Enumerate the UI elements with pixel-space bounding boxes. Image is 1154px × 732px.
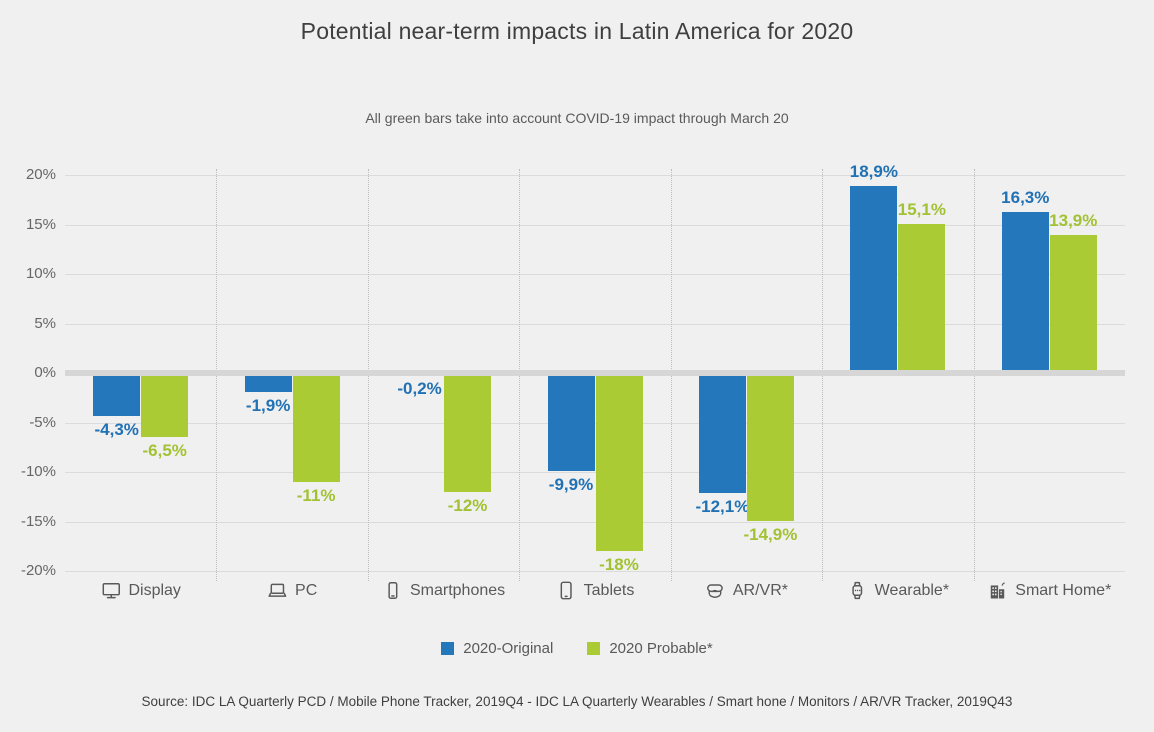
- bar-wearable-2020-probable[interactable]: [898, 223, 946, 373]
- gridline: [65, 422, 1125, 424]
- bar-display-2020-probable[interactable]: [141, 373, 189, 438]
- bar-value-label-display-2020-probable: -6,5%: [142, 441, 187, 461]
- legend-swatch: [587, 642, 601, 655]
- bar-smart-home-2020-probable[interactable]: [1049, 235, 1097, 373]
- category-label-text: PC: [295, 581, 318, 599]
- bar-ar-vr-2020-original[interactable]: [698, 373, 746, 493]
- bar-value-label-ar-vr-2020-probable: -14,9%: [743, 524, 798, 544]
- category-label-text: Smartphones: [409, 581, 506, 599]
- chart-title: Potential near-term impacts in Latin Ame…: [300, 18, 854, 44]
- y-tick-label: -10%: [20, 463, 56, 480]
- bar-value-label-wearable-2020-original: 18,9%: [849, 161, 898, 181]
- y-tick-label: 10%: [25, 265, 56, 282]
- gridline: [65, 571, 1125, 572]
- category-label-text: AR/VR*: [732, 581, 788, 599]
- category-label-text: Wearable*: [874, 581, 950, 599]
- y-tick-label: 0%: [34, 364, 56, 381]
- category-label-wearable: Wearable*: [847, 580, 949, 601]
- bar-display-2020-original[interactable]: [93, 373, 141, 416]
- y-tick-label: 5%: [34, 314, 56, 332]
- bar-tablets-2020-original[interactable]: [547, 373, 595, 471]
- bar-pc-2020-probable[interactable]: [292, 373, 340, 482]
- source-note: Source: IDC LA Quarterly PCD / Mobile Ph…: [141, 694, 1013, 709]
- bar-value-label-tablets-2020-original: -9,9%: [548, 475, 594, 494]
- legend-item-2020-probable[interactable]: 2020 Probable*: [587, 640, 713, 657]
- bar-smart-home-2020-original[interactable]: [1001, 211, 1049, 373]
- bar-value-label-ar-vr-2020-original: -12,1%: [695, 496, 750, 516]
- y-axis: 20% 15% 10% 5% 0% -5% -10% -15% -20%: [0, 166, 56, 579]
- bar-wearable-2020-original[interactable]: [850, 185, 898, 373]
- legend-swatch: [441, 642, 455, 655]
- pc-icon: [267, 580, 288, 601]
- legend-item-2020-original[interactable]: 2020-Original: [441, 640, 553, 657]
- category-label-smart-home: Smart Home*: [987, 580, 1111, 601]
- legend-label: 2020-Original: [463, 640, 554, 657]
- y-tick-label: -5%: [29, 413, 56, 431]
- category-label-text: Tablets: [583, 581, 635, 599]
- bar-ar-vr-2020-probable[interactable]: [746, 373, 794, 521]
- wearable-icon: [847, 580, 868, 601]
- bar-pc-2020-original[interactable]: [244, 373, 292, 392]
- bar-tablets-2020-probable[interactable]: [595, 373, 643, 552]
- legend-label: 2020 Probable*: [609, 640, 713, 657]
- gridline: [65, 175, 1125, 176]
- x-axis-labels: Display PC Smartphones Tablets AR/VR* Wearabl…: [65, 580, 1125, 608]
- tablet-icon: [556, 580, 577, 601]
- y-tick-label: 20%: [25, 166, 56, 183]
- arvr-icon: [705, 580, 726, 601]
- y-tick-label: -15%: [20, 512, 56, 530]
- gridline: [65, 274, 1125, 275]
- category-label-display: Display: [100, 580, 181, 601]
- y-tick-label: -20%: [20, 562, 56, 579]
- bar-value-label-smartphones-2020-probable: -12%: [447, 495, 488, 515]
- plot-area: -4,3% -1,9% -0,2% -9,9% -12,1% 18,9% 16,3% -6,5…: [65, 162, 1125, 581]
- bar-value-label-pc-2020-probable: -11%: [296, 485, 336, 505]
- bar-value-label-wearable-2020-probable: 15,1%: [897, 199, 946, 219]
- zero-axis-line: [65, 370, 1125, 376]
- bar-value-label-display-2020-original: -4,3%: [94, 419, 139, 439]
- gridline: [65, 224, 1125, 226]
- legend: 2020-Original 2020 Probable*: [0, 640, 1154, 657]
- smartphone-icon: [382, 580, 403, 601]
- bar-value-label-smartphones-2020-original: -0,2%: [397, 378, 442, 398]
- chart-subtitle: All green bars take into account COVID-1…: [365, 110, 789, 126]
- category-label-tablets: Tablets: [556, 580, 635, 601]
- bar-value-label-smart-home-2020-original: 16,3%: [1001, 187, 1050, 207]
- bar-smartphones-2020-probable[interactable]: [444, 373, 492, 492]
- bar-value-label-tablets-2020-probable: -18%: [599, 555, 639, 575]
- category-label-smartphones: Smartphones: [382, 580, 505, 601]
- smart-home-icon: [987, 580, 1008, 601]
- y-tick-label: 15%: [25, 215, 56, 233]
- gridline: [65, 472, 1125, 473]
- category-label-ar-vr: AR/VR*: [705, 580, 788, 601]
- gridline: [65, 323, 1125, 325]
- gridline: [65, 521, 1125, 523]
- bar-value-label-smart-home-2020-probable: 13,9%: [1049, 211, 1098, 231]
- display-icon: [100, 580, 121, 601]
- bar-value-label-pc-2020-original: -1,9%: [245, 395, 291, 415]
- category-label-text: Smart Home*: [1015, 581, 1112, 599]
- category-label-text: Display: [128, 581, 181, 599]
- category-label-pc: PC: [267, 580, 317, 601]
